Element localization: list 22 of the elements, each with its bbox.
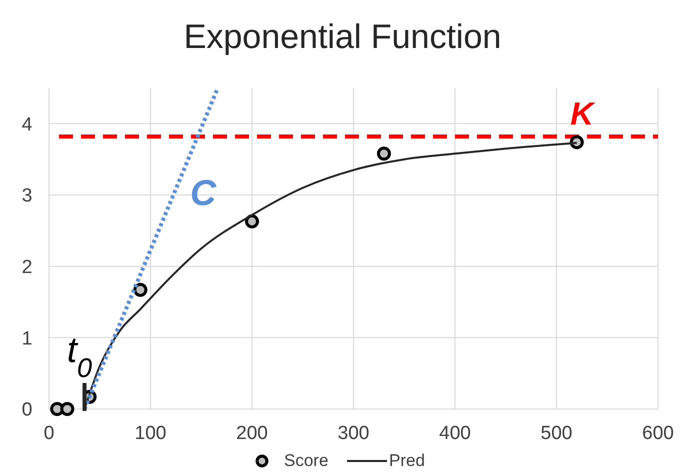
x-tick-label: 300 [338,423,370,444]
x-tick-label: 200 [236,423,268,444]
y-tick-label: 0 [22,400,32,421]
x-tick-label: 500 [540,423,572,444]
y-tick-label: 3 [22,186,32,207]
x-tick-label: 0 [44,423,54,444]
chart-title: Exponential Function [184,18,502,56]
annotation: t$_{0}$ [67,328,92,383]
x-tick-label: 400 [439,423,471,444]
point [376,146,391,161]
legend-label: Pred [389,451,425,470]
legend-label: Score [284,451,328,470]
y-tick-label: 2 [22,256,32,278]
point [245,214,259,228]
y-tick-label: 1 [22,328,32,350]
x-tick-label: 100 [134,423,166,444]
x-tick-label: 600 [642,423,674,444]
point [60,402,74,416]
point [133,282,148,297]
ref-line-label: K [570,96,596,132]
annotation: C [190,172,218,213]
y-tick-label: 4 [22,114,33,136]
